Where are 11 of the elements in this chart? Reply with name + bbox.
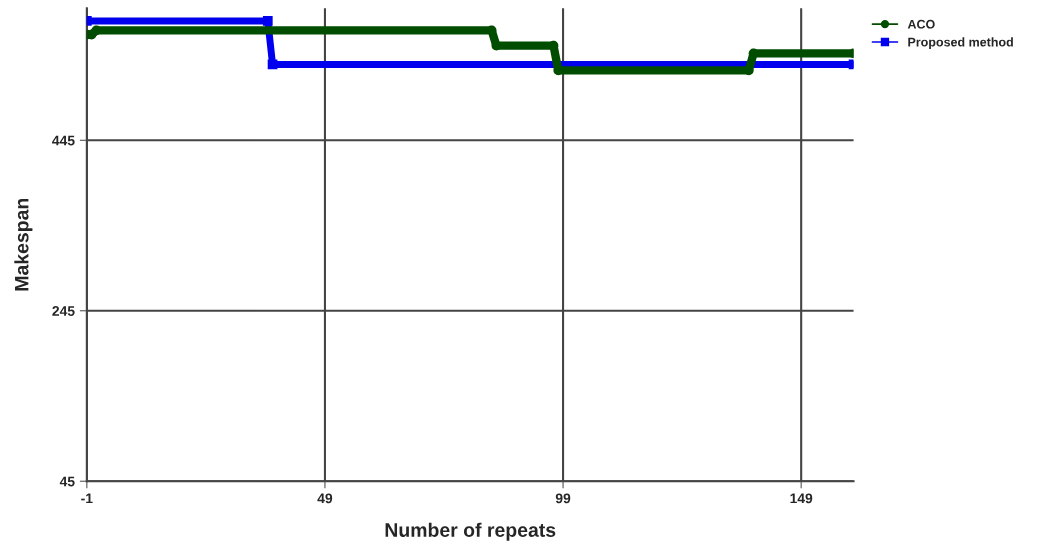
x-axis-title: Number of repeats <box>385 522 556 541</box>
x-tick-label: -1 <box>81 493 93 504</box>
y-tick-label: 45 <box>59 476 75 487</box>
x-tick-label: 149 <box>790 493 813 504</box>
x-tick-label: 49 <box>317 493 333 504</box>
y-tick-label: 245 <box>52 306 75 316</box>
legend-label: Proposed method <box>908 37 1013 49</box>
y-tick-label: 445 <box>52 135 75 146</box>
y-axis-title: Makespan <box>14 198 33 291</box>
x-tick-label: 99 <box>555 493 571 504</box>
legend-label: ACO <box>907 19 935 29</box>
